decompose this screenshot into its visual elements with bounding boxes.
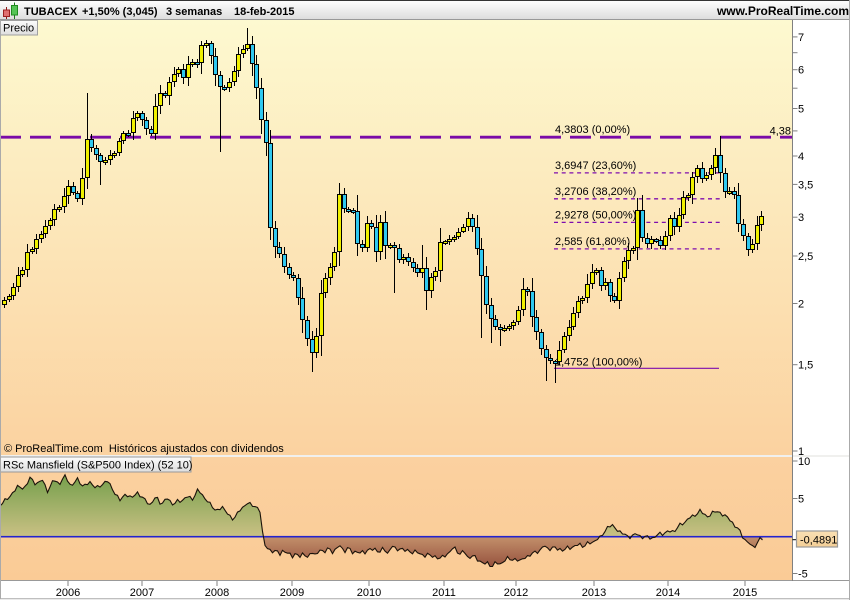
svg-text:2010: 2010 — [357, 587, 381, 599]
svg-text:Precio: Precio — [3, 23, 34, 35]
svg-text:4,38: 4,38 — [770, 126, 791, 138]
svg-text:3 semanas: 3 semanas — [166, 6, 222, 18]
svg-text:2006: 2006 — [56, 587, 80, 599]
svg-text:1: 1 — [798, 446, 804, 458]
svg-text:4,3803 (0,00%): 4,3803 (0,00%) — [555, 124, 630, 136]
svg-text:1,5: 1,5 — [798, 360, 813, 372]
svg-text:2008: 2008 — [205, 587, 229, 599]
svg-text:3: 3 — [798, 212, 804, 224]
svg-text:2015: 2015 — [733, 587, 757, 599]
svg-text:5: 5 — [798, 494, 804, 506]
svg-text:18-feb-2015: 18-feb-2015 — [234, 6, 295, 18]
svg-text:3,2706 (38,20%): 3,2706 (38,20%) — [555, 186, 636, 198]
svg-text:2011: 2011 — [432, 587, 456, 599]
svg-text:2014: 2014 — [656, 587, 680, 599]
svg-text:10: 10 — [798, 456, 810, 468]
svg-text:2,9278 (50,00%): 2,9278 (50,00%) — [555, 209, 636, 221]
svg-text:-5: -5 — [798, 569, 808, 581]
svg-text:7: 7 — [798, 32, 804, 44]
svg-text:-0,4891: -0,4891 — [800, 535, 837, 547]
svg-text:6: 6 — [798, 65, 804, 77]
svg-text:3,6947 (23,60%): 3,6947 (23,60%) — [555, 160, 636, 172]
svg-text:www.ProRealTime.com: www.ProRealTime.com — [716, 4, 849, 18]
svg-text:2013: 2013 — [582, 587, 606, 599]
svg-text:TUBACEX: TUBACEX — [24, 6, 78, 18]
svg-text:RSc Mansfield (S&P500 Index) (: RSc Mansfield (S&P500 Index) (52 10) — [3, 460, 193, 472]
svg-text:2007: 2007 — [130, 587, 154, 599]
svg-text:© ProRealTime.com Históricos: © ProRealTime.com Históricos ajustados c… — [4, 443, 284, 455]
svg-text:3,5: 3,5 — [798, 179, 813, 191]
svg-text:2,5: 2,5 — [798, 251, 813, 263]
svg-text:2: 2 — [798, 298, 804, 310]
svg-text:5: 5 — [798, 104, 804, 116]
svg-text:1,4752 (100,00%): 1,4752 (100,00%) — [555, 356, 642, 368]
svg-text:2012: 2012 — [504, 587, 528, 599]
svg-text:2009: 2009 — [280, 587, 304, 599]
svg-text:4: 4 — [798, 151, 804, 163]
svg-text:2,585 (61,80%): 2,585 (61,80%) — [555, 236, 630, 248]
svg-text:+1,50% (3,045): +1,50% (3,045) — [82, 6, 158, 18]
